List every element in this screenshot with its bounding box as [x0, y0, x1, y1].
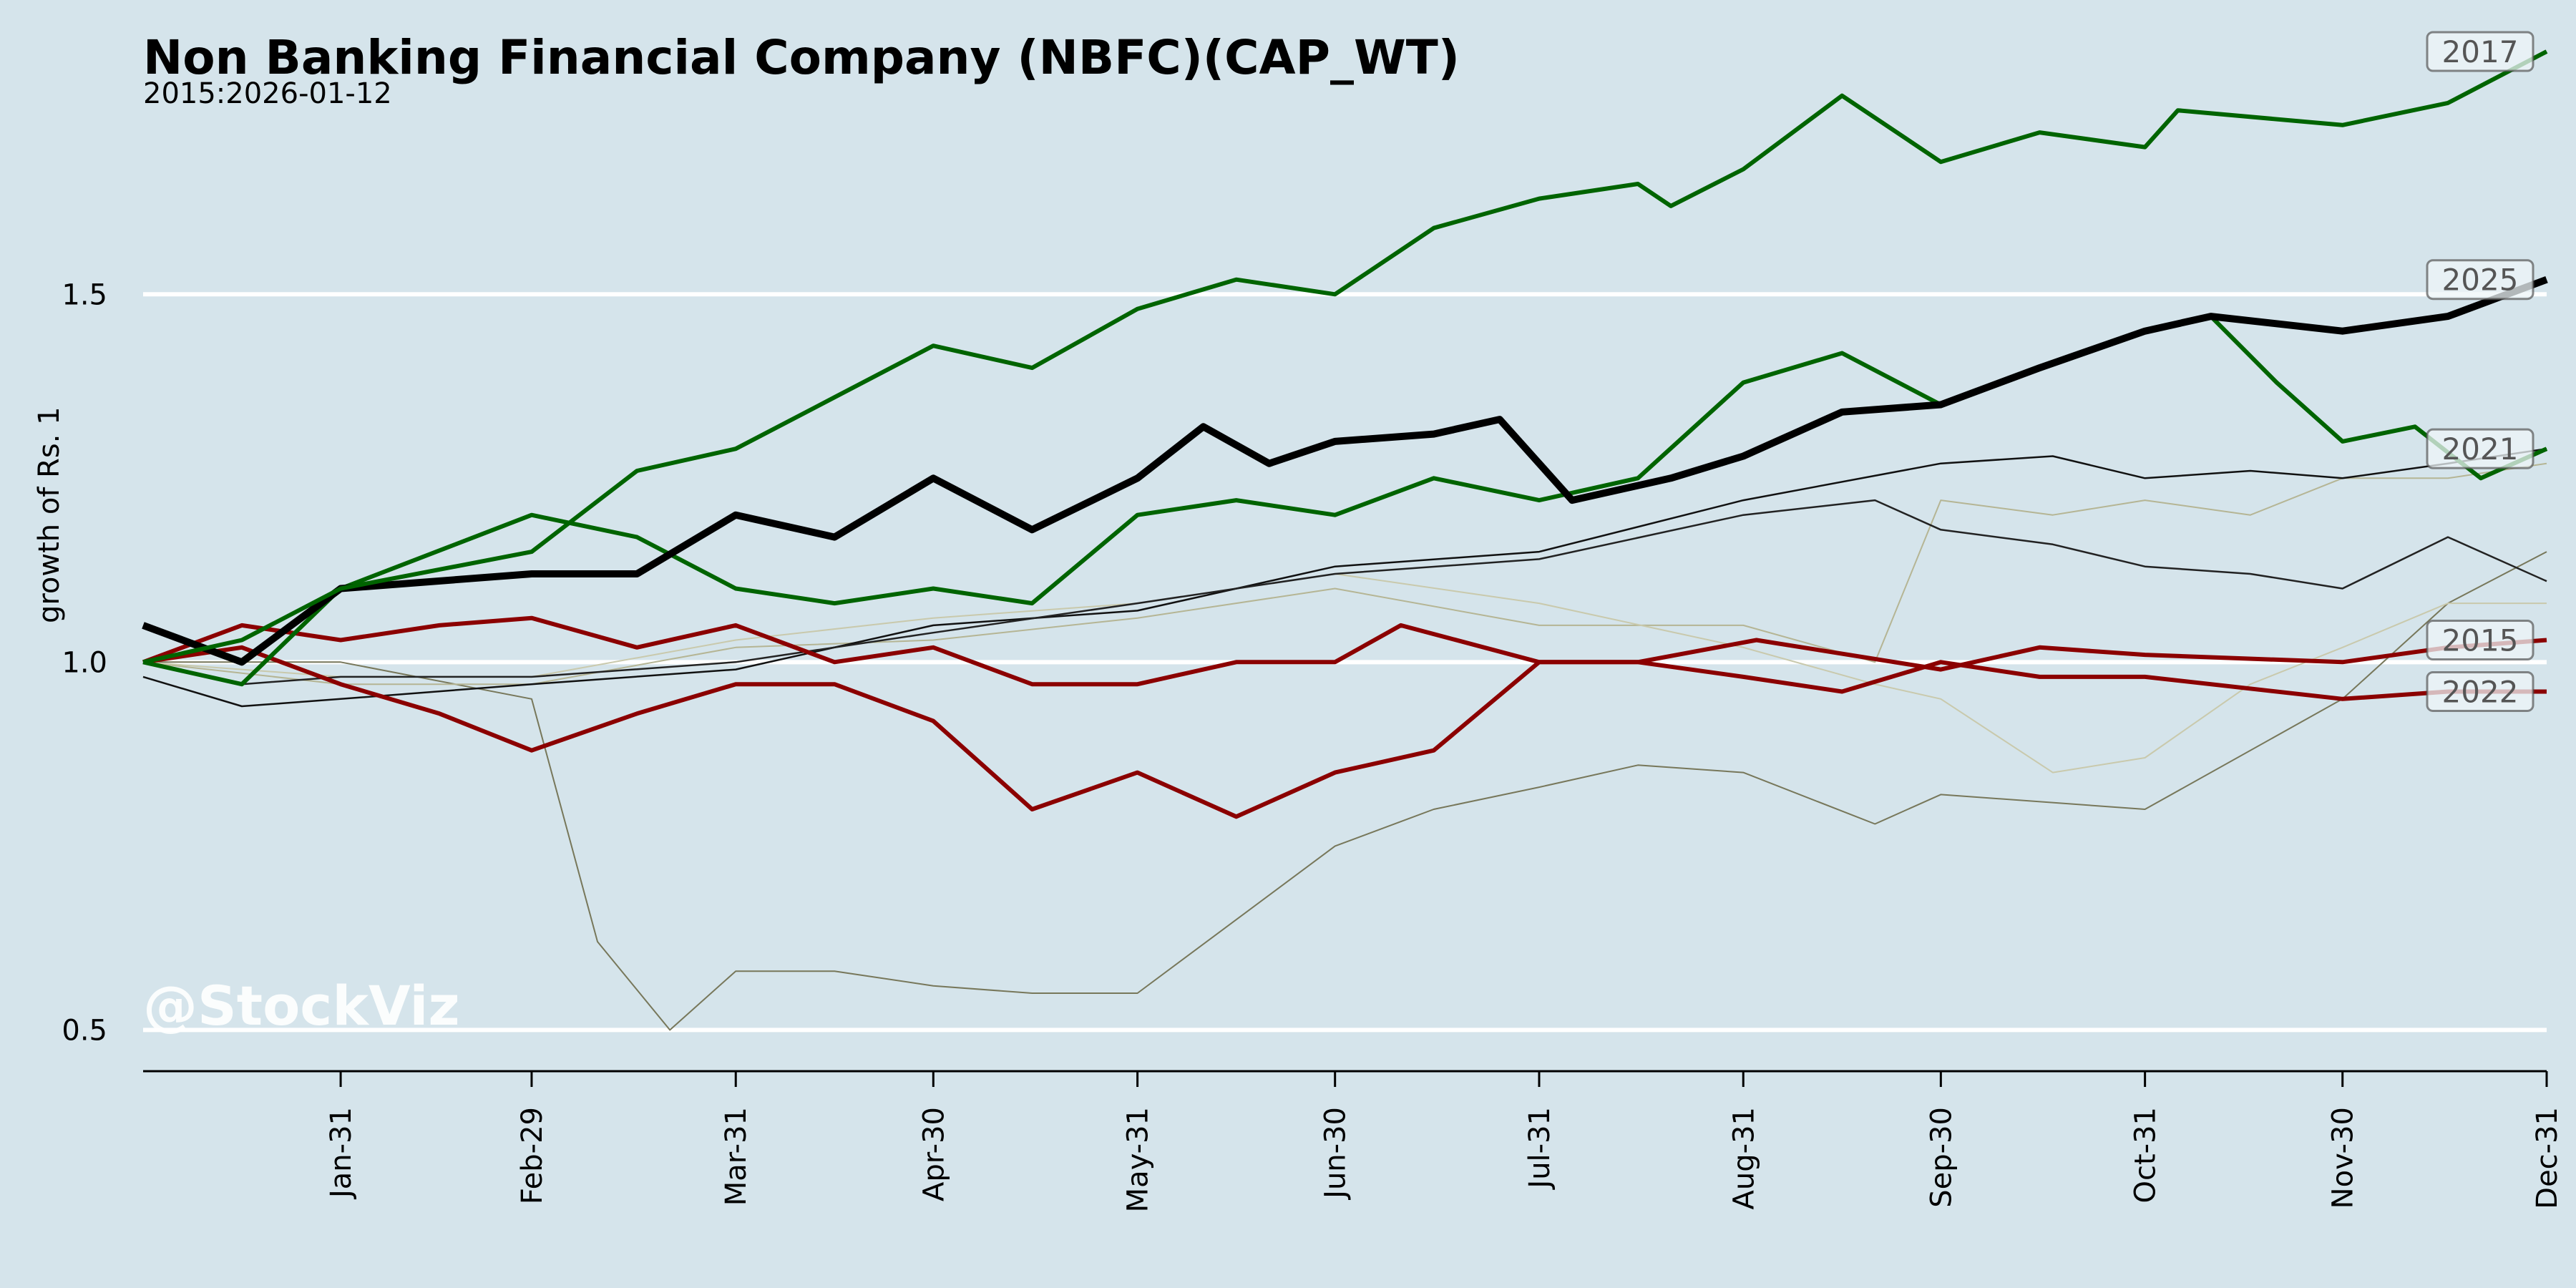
x-tick-label: Jan-31 — [325, 1107, 358, 1200]
x-tick-label: Aug-31 — [1727, 1107, 1760, 1209]
series-label: 2015 — [2442, 623, 2519, 658]
x-tick-label: Nov-30 — [2327, 1107, 2360, 1209]
series-line-2015 — [142, 615, 2547, 687]
series-line-unlabeled-black-1 — [142, 447, 2547, 708]
x-tick-label: Jul-31 — [1523, 1107, 1556, 1191]
series-label: 2022 — [2442, 674, 2519, 709]
x-tick-label: Mar-31 — [720, 1107, 753, 1206]
x-tick-label: Feb-29 — [516, 1107, 549, 1204]
series-label: 2021 — [2442, 431, 2519, 467]
watermark: @StockViz — [143, 974, 460, 1038]
y-tick-label: 0.5 — [62, 1014, 107, 1047]
series-line-unlabeled-olive — [143, 551, 2547, 1031]
series-label: 2017 — [2442, 34, 2519, 69]
chart-title: Non Banking Financial Company (NBFC)(CAP… — [143, 30, 1460, 85]
series-line-2022 — [142, 645, 2547, 819]
series-label-box — [2426, 670, 2534, 712]
x-tick-label: Sep-30 — [1925, 1107, 1958, 1208]
y-tick-label: 1.5 — [62, 278, 107, 311]
series-line-unlabeled-pale-1 — [142, 462, 2547, 686]
series-line-2025 — [142, 276, 2548, 666]
y-axis-label: growth of Rs. 1 — [33, 406, 66, 623]
series-label-box — [2426, 31, 2534, 72]
y-tick-label: 1.0 — [62, 646, 107, 679]
x-tick-label: Dec-31 — [2531, 1107, 2564, 1209]
series-label-box — [2426, 259, 2534, 301]
x-tick-label: Jun-30 — [1319, 1107, 1352, 1201]
x-tick-label: Apr-30 — [917, 1107, 950, 1201]
series-label: 2025 — [2442, 263, 2519, 298]
series-label-box — [2426, 428, 2534, 469]
series-line-unlabeled-black-2 — [142, 499, 2547, 686]
series-line-unlabeled-pale-2 — [142, 573, 2547, 774]
chart-subtitle: 2015:2026-01-12 — [143, 77, 392, 110]
series-label-box — [2426, 619, 2534, 660]
x-tick-label: Oct-31 — [2129, 1107, 2162, 1204]
series-line-2021 — [142, 314, 2548, 687]
x-tick-label: May-31 — [1122, 1107, 1155, 1212]
series-line-2017 — [142, 49, 2548, 665]
